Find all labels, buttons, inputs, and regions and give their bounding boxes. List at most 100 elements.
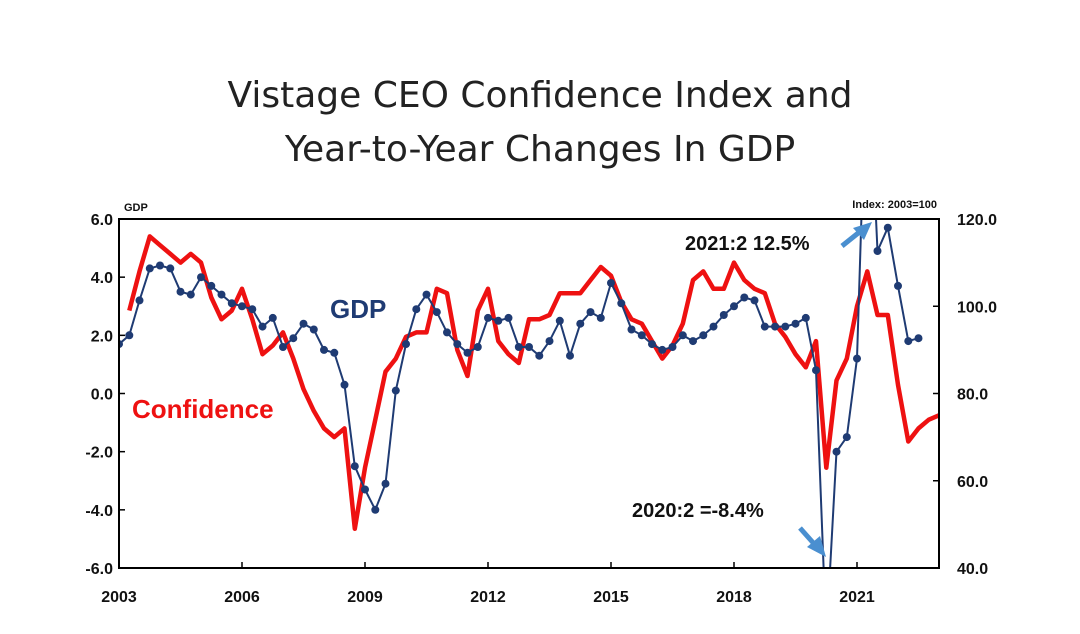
gdp-point (678, 331, 687, 340)
gdp-point (545, 337, 554, 346)
gdp-point (135, 296, 144, 305)
right-y-tick-label: 100.0 (957, 299, 997, 316)
gdp-point (914, 334, 923, 343)
gdp-point (689, 337, 697, 346)
left-y-tick-label: -2.0 (85, 445, 113, 462)
gdp-point (740, 293, 749, 302)
gdp-point (268, 313, 277, 322)
gdp-point (719, 311, 728, 319)
gdp-point (258, 322, 267, 331)
gdp-point (658, 345, 667, 354)
gdp-point (853, 354, 861, 363)
annotation-2021-q2: 2021:2 12.5% (685, 233, 810, 255)
gdp-point (791, 319, 800, 328)
gdp-point (309, 325, 318, 334)
gdp-point (350, 462, 359, 471)
gdp-point (217, 290, 226, 299)
gdp-point (320, 345, 328, 354)
gdp-point (473, 343, 482, 351)
gdp-point (904, 337, 913, 346)
gdp-point (863, 26, 871, 34)
gdp-point (289, 334, 298, 343)
gdp-point (525, 343, 533, 351)
gdp-point (627, 325, 636, 334)
gdp-point (125, 331, 134, 340)
gdp-point (166, 264, 175, 273)
confidence-series-label: Confidence (132, 394, 274, 424)
gdp-point (514, 343, 523, 351)
gdp-point (699, 331, 708, 340)
left-axis-label: GDP (124, 202, 148, 214)
left-y-tick-label: 4.0 (91, 270, 113, 287)
gdp-point (668, 343, 677, 351)
annotation-2020-arrow-head (807, 536, 826, 557)
gdp-point (883, 223, 892, 232)
right-y-tick-label: 60.0 (957, 474, 988, 491)
gdp-point (832, 447, 841, 456)
gdp-point (873, 247, 882, 255)
left-y-tick-label: -6.0 (85, 561, 113, 578)
x-tick-label: 2012 (470, 589, 506, 606)
right-y-tick-label: 80.0 (957, 387, 988, 404)
gdp-point (504, 313, 513, 322)
gdp-point (648, 340, 656, 349)
gdp-point (535, 351, 544, 360)
gdp-point (279, 343, 287, 351)
gdp-point (576, 319, 585, 328)
gdp-series-label: GDP (330, 294, 386, 324)
gdp-point (555, 316, 564, 325)
gdp-point (371, 505, 380, 514)
gdp-point (781, 322, 790, 331)
gdp-point (361, 485, 369, 494)
gdp-point (156, 261, 164, 270)
gdp-point (637, 331, 646, 340)
gdp-point (186, 290, 195, 299)
gdp-point (812, 366, 820, 375)
x-tick-label: 2015 (593, 589, 629, 606)
annotation-2021-arrow-head (853, 222, 872, 240)
left-y-tick-label: 6.0 (91, 212, 113, 229)
gdp-point (402, 340, 410, 349)
gdp-point (709, 322, 718, 331)
confidence-series-line (127, 234, 939, 531)
gdp-point (596, 313, 605, 322)
gdp-point (391, 386, 400, 395)
gdp-point (340, 380, 349, 389)
gdp-point (412, 305, 421, 314)
gdp-point (894, 281, 902, 290)
gdp-point (453, 340, 462, 349)
x-tick-label: 2021 (839, 589, 875, 606)
gdp-point (381, 479, 390, 488)
gdp-point (207, 281, 216, 290)
gdp-point (617, 299, 626, 308)
chart-title-line-1: Vistage CEO Confidence Index and (227, 75, 853, 116)
gdp-point (566, 351, 574, 360)
right-y-tick-label: 40.0 (957, 561, 988, 578)
gdp-point (760, 322, 769, 331)
gdp-point (730, 302, 738, 311)
gdp-point (842, 433, 851, 442)
gdp-point (443, 328, 451, 337)
gdp-point (197, 273, 205, 282)
gdp-point (238, 302, 246, 311)
gdp-point (494, 316, 503, 325)
right-axis-label: Index: 2003=100 (852, 199, 937, 211)
gdp-point (422, 290, 431, 299)
x-tick-label: 2003 (101, 589, 137, 606)
x-tick-label: 2018 (716, 589, 752, 606)
gdp-point (432, 308, 441, 317)
gdp-point (145, 264, 154, 273)
gdp-point (176, 287, 185, 296)
gdp-point (484, 313, 492, 322)
gdp-point (463, 348, 472, 357)
gdp-point (227, 299, 236, 308)
gdp-point (330, 348, 339, 357)
x-tick-label: 2009 (347, 589, 383, 606)
gdp-point (586, 308, 595, 317)
gdp-point (299, 319, 308, 328)
left-y-tick-label: -4.0 (85, 503, 113, 520)
gdp-point (801, 313, 810, 322)
gdp-series-line (119, 219, 919, 568)
gdp-point (607, 279, 615, 287)
